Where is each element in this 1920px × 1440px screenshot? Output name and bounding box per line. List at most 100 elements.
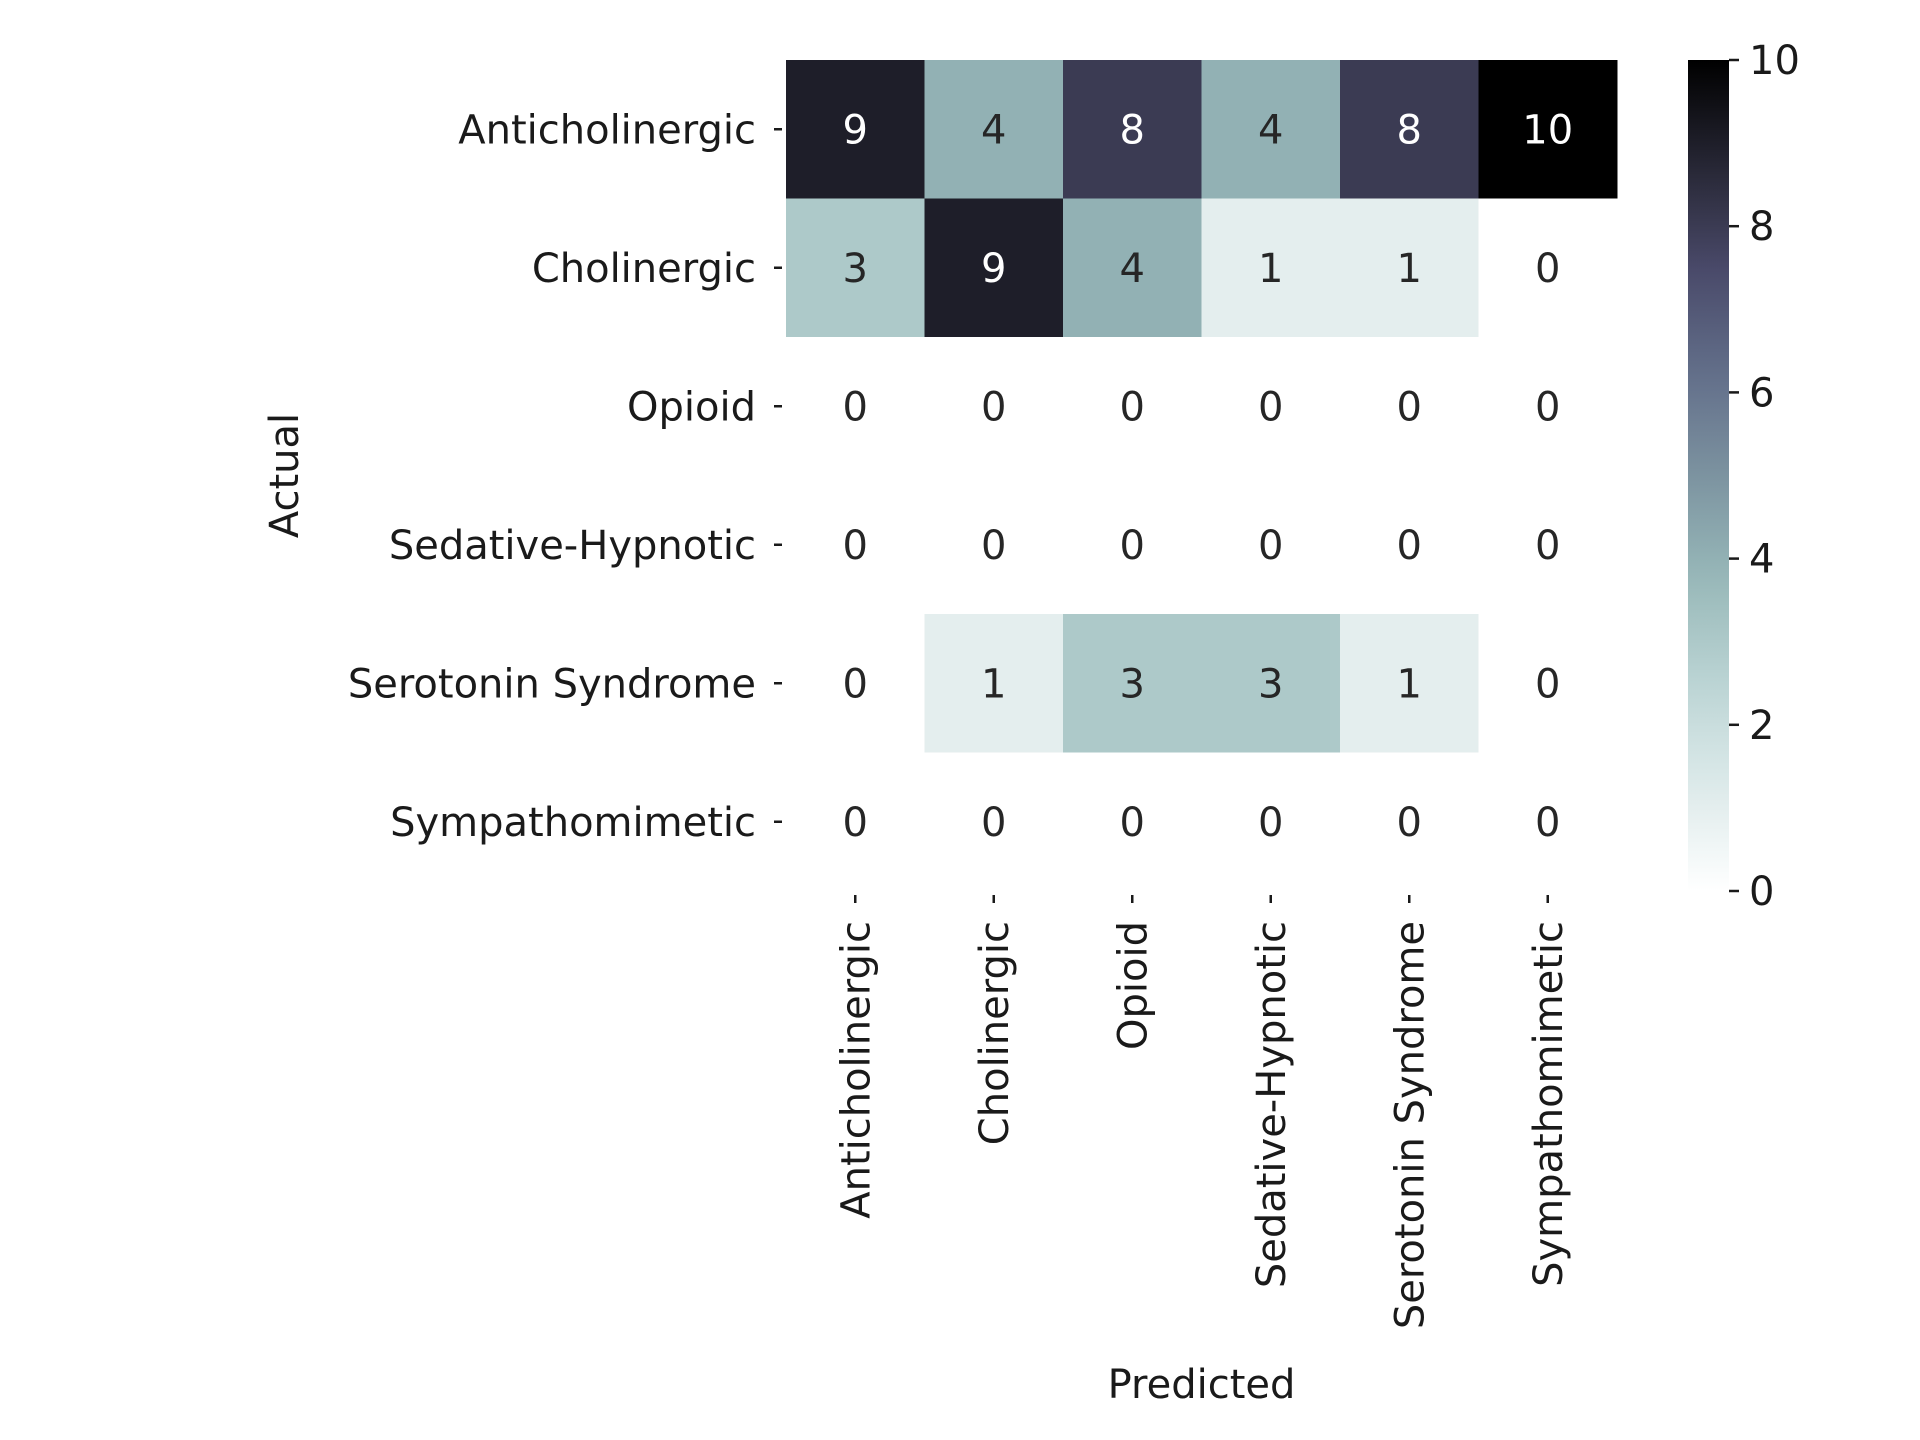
cell-value-label: 0	[1397, 523, 1422, 569]
x-tick-label: Sedative-Hypnotic	[1249, 921, 1295, 1288]
heatmap-cell	[786, 475, 925, 615]
y-tick-label: Serotonin Syndrome	[348, 661, 756, 707]
heatmap-cell	[786, 60, 925, 199]
heatmap-cell	[924, 60, 1064, 199]
cell-value-label: 9	[843, 107, 868, 153]
cell-value-label: 0	[843, 384, 868, 430]
heatmap-cell	[924, 337, 1064, 476]
cell-value-label: 0	[1120, 523, 1145, 569]
colorbar-tick-label: 6	[1749, 370, 1774, 416]
cell-value-label: 9	[981, 246, 1006, 292]
heatmap-cell	[1340, 614, 1479, 753]
cell-value-label: 0	[1535, 384, 1560, 430]
colorbar-ticks: 0 2 4 6 8 10	[1729, 38, 1800, 915]
heatmap-cell	[924, 752, 1064, 892]
heatmap-cell	[1063, 614, 1202, 753]
cell-value-label: 0	[1535, 661, 1560, 707]
cell-value-label: 0	[981, 384, 1006, 430]
heatmap-cell	[1478, 475, 1618, 615]
cell-value-label: 0	[843, 523, 868, 569]
x-tick-label: Opioid	[1110, 921, 1156, 1050]
cell-value-label: 0	[1120, 384, 1145, 430]
heatmap-cell	[1063, 198, 1202, 338]
cell-value-label: 4	[981, 107, 1006, 153]
heatmap-cell	[1340, 752, 1479, 892]
heatmap-cells	[786, 60, 1618, 892]
heatmap-cell	[1201, 475, 1341, 615]
cell-value-label: 1	[1397, 246, 1422, 292]
heatmap-cell	[786, 337, 925, 476]
cell-value-label: 4	[1120, 246, 1145, 292]
heatmap-cell	[1063, 60, 1202, 199]
cell-value-label: 1	[981, 661, 1006, 707]
cell-value-label: 0	[1258, 384, 1283, 430]
heatmap-cell	[1478, 337, 1618, 476]
cell-value-label: 1	[1397, 661, 1422, 707]
y-tick-label: Sedative-Hypnotic	[389, 523, 756, 569]
heatmap-cell	[786, 752, 925, 892]
cell-value-label: 0	[981, 800, 1006, 846]
cell-value-label: 3	[843, 246, 868, 292]
heatmap-cell	[1478, 198, 1618, 338]
y-tick-label: Sympathomimetic	[390, 800, 756, 846]
y-axis-label: Actual	[262, 413, 308, 538]
heatmap-cell	[786, 198, 925, 338]
heatmap-cell	[1478, 614, 1618, 753]
heatmap-cell-labels: 9 4 8 4 8 103 9 4 1 1 00 0 0 0 0 00 0 0 0 0 00 1 3 3 1 00 0 0 0 0 0	[843, 107, 1574, 846]
heatmap-cell	[1201, 614, 1341, 753]
cell-value-label: 8	[1120, 107, 1145, 153]
cell-value-label: 10	[1522, 107, 1573, 153]
heatmap-cell	[1340, 198, 1479, 338]
heatmap-cell	[1201, 198, 1341, 338]
cell-value-label: 0	[843, 661, 868, 707]
cell-value-label: 0	[1535, 246, 1560, 292]
x-axis-ticks: Anticholinergic Cholinergic Opioid Sedative…	[833, 895, 1572, 1329]
cell-value-label: 3	[1120, 661, 1145, 707]
x-tick-label: Cholinergic	[972, 921, 1018, 1145]
cell-value-label: 0	[1397, 384, 1422, 430]
colorbar: 0 2 4 6 8 10	[1688, 38, 1800, 915]
y-tick-label: Cholinergic	[532, 246, 756, 292]
y-tick-label: Anticholinergic	[458, 107, 756, 153]
heatmap-cell	[1201, 752, 1341, 892]
colorbar-gradient	[1688, 60, 1729, 891]
cell-value-label: 0	[981, 523, 1006, 569]
heatmap-cell	[1063, 475, 1202, 615]
cell-value-label: 0	[1258, 800, 1283, 846]
x-axis-label: Predicted	[1108, 1362, 1296, 1408]
heatmap-cell	[924, 614, 1064, 753]
heatmap-cell	[1063, 337, 1202, 476]
heatmap-cell	[1340, 60, 1479, 199]
cell-value-label: 0	[1535, 800, 1560, 846]
heatmap-cell	[1340, 475, 1479, 615]
heatmap-cell	[1063, 752, 1202, 892]
x-tick-label: Serotonin Syndrome	[1387, 921, 1433, 1329]
heatmap-cell	[924, 475, 1064, 615]
heatmap-cell	[1478, 60, 1618, 199]
cell-value-label: 8	[1397, 107, 1422, 153]
colorbar-tick-label: 10	[1749, 38, 1800, 84]
cell-value-label: 0	[1120, 800, 1145, 846]
heatmap-cell	[1201, 60, 1341, 199]
colorbar-tick-label: 4	[1749, 537, 1774, 583]
colorbar-tick-label: 8	[1749, 204, 1774, 250]
y-axis-ticks: Anticholinergic Cholinergic Opioid Sedative…	[348, 107, 782, 846]
x-tick-label: Anticholinergic	[833, 921, 879, 1219]
cell-value-label: 0	[1535, 523, 1560, 569]
cell-value-label: 3	[1258, 661, 1283, 707]
cell-value-label: 4	[1258, 107, 1283, 153]
heatmap-cell	[924, 198, 1064, 338]
heatmap-cell	[1478, 752, 1618, 892]
heatmap-cell	[1340, 337, 1479, 476]
heatmap-cell	[786, 614, 925, 753]
heatmap-cell	[1201, 337, 1341, 476]
cell-value-label: 0	[1258, 523, 1283, 569]
cell-value-label: 0	[1397, 800, 1422, 846]
colorbar-tick-label: 0	[1749, 869, 1774, 915]
colorbar-tick-label: 2	[1749, 703, 1774, 749]
y-tick-label: Opioid	[627, 384, 756, 430]
cell-value-label: 1	[1258, 246, 1283, 292]
cell-value-label: 0	[843, 800, 868, 846]
x-tick-label: Sympathomimetic	[1526, 921, 1572, 1287]
